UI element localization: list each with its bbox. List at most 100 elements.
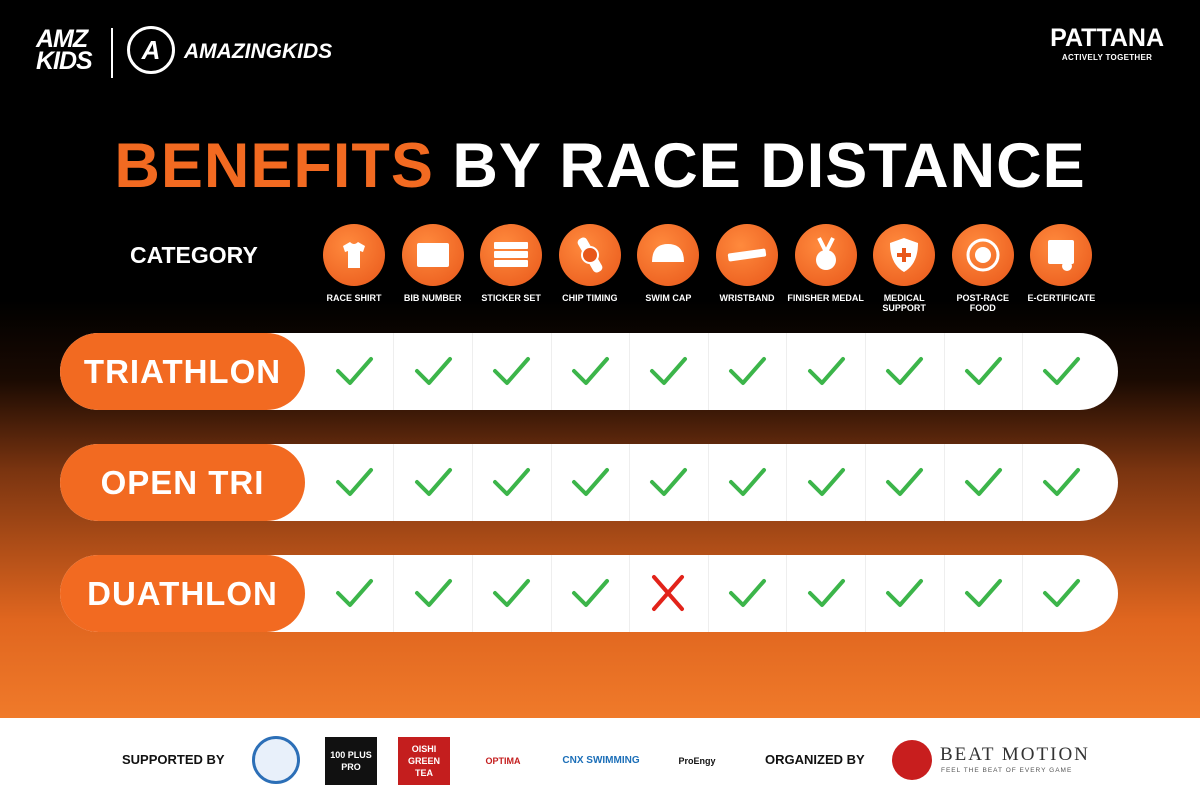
sponsor-logo: OPTIMA xyxy=(472,737,534,785)
icon-shape xyxy=(729,468,766,496)
icon-shape xyxy=(964,357,1002,385)
benefit-label: RACE SHIRT xyxy=(326,293,382,303)
check-mark xyxy=(729,579,766,607)
footer-label: ORGANIZED BY xyxy=(765,752,865,767)
check-mark xyxy=(964,579,1002,607)
icon-shape xyxy=(414,579,452,607)
cell-divider xyxy=(393,333,395,410)
cell-divider xyxy=(707,333,709,410)
cell-divider xyxy=(864,333,866,410)
icon-glyph xyxy=(494,242,529,267)
icon-glyph xyxy=(890,238,919,272)
icon-shape xyxy=(494,242,529,249)
cross-mark xyxy=(652,575,685,611)
partner-name: PATTANA xyxy=(1050,24,1164,52)
cell-divider xyxy=(943,444,945,521)
check-mark xyxy=(571,357,609,385)
icon-shape xyxy=(897,248,912,262)
cell-divider xyxy=(629,333,631,410)
icon-shape xyxy=(493,468,531,496)
partner-tagline: ACTIVELY TOGETHER xyxy=(1061,53,1153,62)
organizer-tagline: FEEL THE BEAT OF EVERY GAME xyxy=(941,767,1073,774)
check-mark xyxy=(807,468,845,496)
cell-divider xyxy=(471,555,473,632)
icon-shape xyxy=(1043,579,1081,607)
cell-divider xyxy=(1022,444,1024,521)
check-mark xyxy=(886,579,924,607)
icon-shape xyxy=(886,579,924,607)
check-mark xyxy=(1043,357,1081,385)
cell-divider xyxy=(629,555,631,632)
cell-divider xyxy=(629,444,631,521)
cell-divider xyxy=(943,555,945,632)
icon-shape xyxy=(336,357,373,385)
sponsor-logo: OISHI GREEN TEA xyxy=(398,737,450,785)
partner-logo: PATTANA ACTIVELY TOGETHER xyxy=(1050,24,1164,62)
benefit-label: E-CERTIFICATE xyxy=(1027,293,1096,303)
brand-text: KIDS xyxy=(36,47,93,75)
icon-glyph xyxy=(815,237,836,270)
icon-shape xyxy=(1043,357,1081,385)
icon-shape xyxy=(1062,261,1073,271)
sponsor-seal xyxy=(252,736,300,784)
benefit-label: STICKER SET xyxy=(481,293,541,303)
benefit-label: SWIM CAP xyxy=(645,293,692,303)
cell-divider xyxy=(393,444,395,521)
cell-divider xyxy=(786,333,788,410)
icon-shape xyxy=(336,579,373,607)
check-mark xyxy=(336,357,373,385)
icon-glyph xyxy=(343,242,365,268)
icon-shape xyxy=(493,579,531,607)
icon-shape xyxy=(807,579,845,607)
row-name: DUATHLON xyxy=(60,555,305,632)
icon-shape xyxy=(807,357,845,385)
check-mark xyxy=(1043,579,1081,607)
row-name: TRIATHLON xyxy=(60,333,305,410)
icon-shape xyxy=(493,357,531,385)
brand-mark: AMZ KIDS xyxy=(36,27,93,75)
icon-shape xyxy=(650,468,688,496)
check-mark xyxy=(414,468,452,496)
icon-glyph xyxy=(416,243,449,267)
check-mark xyxy=(650,357,688,385)
icon-shape xyxy=(336,468,373,496)
check-mark xyxy=(571,579,609,607)
title-rest: BY RACE DISTANCE xyxy=(452,131,1086,201)
icon-shape xyxy=(416,243,449,267)
benefit-label: FINISHER MEDAL xyxy=(787,293,864,303)
title: BENEFITS BY RACE DISTANCE xyxy=(0,130,1200,202)
check-mark xyxy=(336,579,373,607)
cell-divider xyxy=(393,555,395,632)
icon-shape xyxy=(414,357,452,385)
icon-shape xyxy=(1043,468,1081,496)
brand-name: AMAZINGKIDS xyxy=(184,40,333,63)
icon-shape xyxy=(816,237,835,257)
cell-divider xyxy=(1022,555,1024,632)
cell-divider xyxy=(550,333,552,410)
icon-shape xyxy=(343,242,365,268)
check-mark xyxy=(493,468,531,496)
icon-glyph xyxy=(577,237,603,273)
sponsor-logo: 100 PLUS PRO xyxy=(325,737,377,785)
icon-glyph xyxy=(966,238,1000,272)
check-mark xyxy=(493,357,531,385)
check-mark xyxy=(414,357,452,385)
footer-label: SUPPORTED BY xyxy=(122,752,225,767)
check-mark xyxy=(729,468,766,496)
cell-divider xyxy=(471,444,473,521)
icon-shape xyxy=(729,579,766,607)
check-mark xyxy=(414,579,452,607)
brand-icon: A xyxy=(127,26,175,74)
icon-shape xyxy=(494,260,529,267)
check-mark xyxy=(807,357,845,385)
check-mark xyxy=(964,357,1002,385)
icon-shape xyxy=(652,244,685,262)
sponsor-logo: ProEngy xyxy=(670,737,724,785)
organizer-name: BEAT MOTION xyxy=(940,744,1090,765)
icon-shape xyxy=(650,357,688,385)
check-mark xyxy=(571,468,609,496)
benefit-label: MEDICAL SUPPORT xyxy=(882,293,926,313)
icon-shape xyxy=(964,579,1002,607)
benefit-label: CHIP TIMING xyxy=(562,293,618,303)
